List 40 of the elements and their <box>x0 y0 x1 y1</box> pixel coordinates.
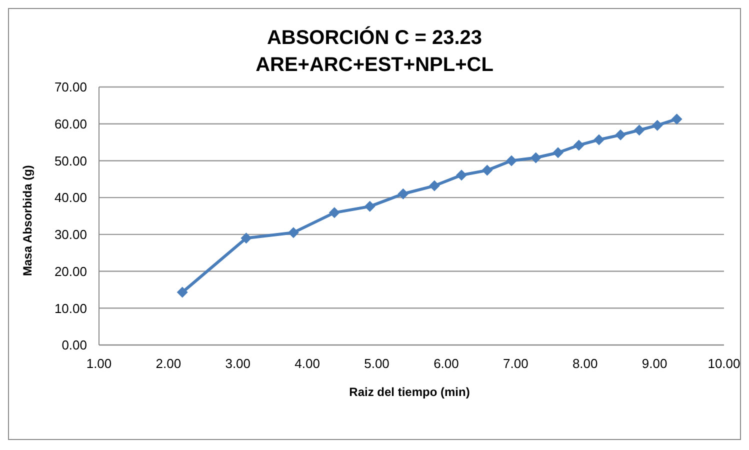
x-tick-label: 2.00 <box>156 356 182 372</box>
point <box>594 134 604 146</box>
x-tick-label: 9.00 <box>642 356 668 372</box>
point <box>634 124 645 136</box>
y-tick-label: 40.00 <box>54 190 87 206</box>
x-tick-label: 4.00 <box>294 356 320 372</box>
chart-subtitle: ARE+ARC+EST+NPL+CL <box>254 53 494 78</box>
point <box>652 120 663 131</box>
y-tick-label: 60.00 <box>54 116 87 132</box>
y-tick-label: 50.00 <box>54 153 87 168</box>
point <box>176 286 188 298</box>
point <box>328 207 340 218</box>
point <box>530 152 542 164</box>
y-tick-label: 30.00 <box>54 227 87 242</box>
point <box>506 155 517 166</box>
point <box>398 188 409 200</box>
point <box>671 114 682 125</box>
point <box>482 164 493 176</box>
x-tick-label: 5.00 <box>364 356 390 372</box>
y-tick-label: 70.00 <box>54 80 87 95</box>
point <box>573 140 584 151</box>
x-axis-title: Raiz del tiempo (min) <box>348 385 471 399</box>
x-tick-label: 1.00 <box>86 356 112 372</box>
point <box>552 147 564 158</box>
point <box>456 170 467 181</box>
point <box>364 200 376 212</box>
x-tick-label: 7.00 <box>503 356 528 372</box>
y-tick-label: 0.00 <box>62 338 87 353</box>
point <box>428 180 440 192</box>
chart-title: ABSORCIÓN C = 23.23 <box>266 25 484 51</box>
x-tick-label: 3.00 <box>225 356 251 372</box>
point <box>240 232 252 244</box>
x-tick-label: 6.00 <box>434 356 459 372</box>
y-axis-title: Masa Absorbida (g) <box>20 165 34 276</box>
y-tick-label: 10.00 <box>54 300 87 316</box>
point <box>615 129 626 140</box>
point <box>288 227 299 238</box>
x-tick-label: 10.00 <box>708 356 740 372</box>
y-tick-label: 20.00 <box>54 264 87 279</box>
x-tick-label: 8.00 <box>572 356 598 372</box>
